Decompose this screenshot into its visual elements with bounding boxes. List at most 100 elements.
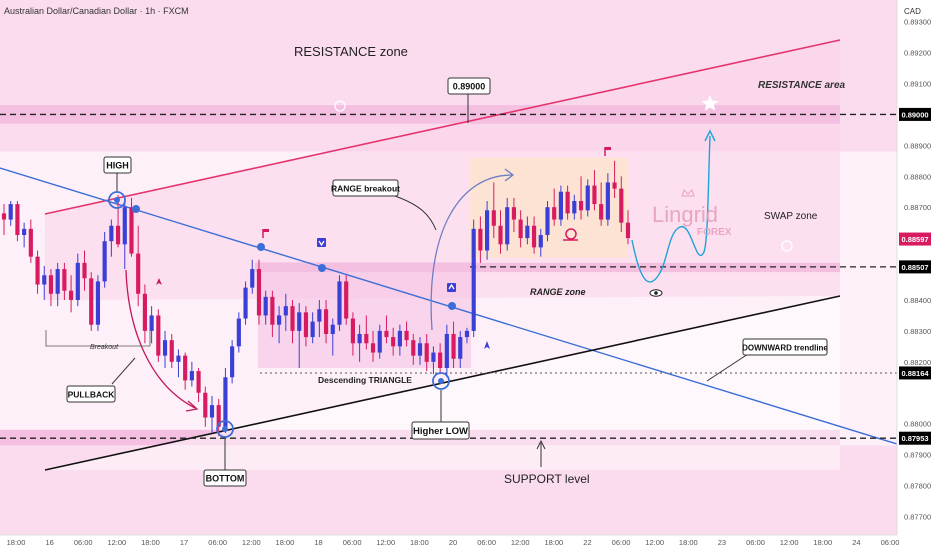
candle-body (89, 278, 94, 325)
candle (75, 253, 80, 307)
x-tick-label: 06:00 (74, 538, 93, 547)
arrow-down-marker-icon (317, 238, 326, 247)
x-tick-label: 18:00 (679, 538, 698, 547)
candle (236, 312, 241, 353)
candle-body (115, 225, 121, 245)
candle (35, 250, 40, 294)
candle-body (592, 185, 597, 205)
info-circle-icon (334, 100, 346, 112)
breakout-arrowhead (504, 168, 515, 182)
candle (572, 194, 577, 220)
logo-sub-text: FOREX (697, 227, 732, 238)
candle-body (431, 352, 436, 362)
swap-zone-band (255, 262, 840, 273)
time-axis: 18:00 16 06:00 12:00 18:00 17 06:00 12:00 18:00 1… (0, 534, 932, 550)
rocket-icon (484, 341, 490, 349)
candle (189, 361, 194, 387)
candle-body (28, 228, 33, 257)
y-tick-label: 0.88200 (904, 358, 931, 367)
y-tick-label: 0.88900 (904, 141, 931, 150)
candle-body (310, 321, 315, 338)
candle-body (122, 207, 127, 245)
candle (142, 284, 147, 344)
candle-body (330, 324, 335, 334)
candle-body (189, 371, 194, 381)
breakout-label: Breakout (90, 344, 119, 351)
swap-zone-label: SWAP zone (764, 211, 818, 222)
price-axis-background (897, 0, 932, 550)
pivot-markers (108, 191, 456, 438)
chart-title: Australian Dollar/Canadian Dollar · 1h ·… (4, 6, 189, 16)
candle-body (478, 228, 483, 251)
price-label-box (899, 107, 931, 121)
candle (370, 330, 376, 362)
price-axis: CAD 0.893000.892000.891000.889000.888000… (896, 0, 932, 550)
x-tick-label: 12:00 (780, 538, 799, 547)
trendline-dot-4 (448, 302, 456, 310)
pullback-label-box: PULLBACK (66, 385, 116, 403)
candle-body (196, 371, 201, 393)
candle-body (619, 188, 624, 223)
crown-icon (681, 189, 695, 197)
arrow-up-marker-icon (447, 283, 456, 292)
downward-trendline-label-text: DOWNWARD trendline (742, 344, 828, 353)
candle (558, 185, 563, 226)
x-tick-label: 06:00 (208, 538, 227, 547)
downward-trendline-label-box: DOWNWARD trendline (742, 338, 828, 356)
price-label-box (899, 431, 931, 445)
candle-body (625, 222, 631, 239)
triangle-box (258, 262, 471, 368)
candle (391, 327, 396, 356)
candle-body (471, 228, 476, 331)
price-label-text: 0.88597 (901, 235, 928, 244)
candle (109, 219, 114, 257)
candle (518, 210, 523, 248)
candle-body (391, 337, 396, 347)
bottom-marker-dot (222, 426, 228, 432)
pullback-label-text: PULLBACK (68, 390, 116, 400)
candle (8, 201, 13, 226)
support-level-label: SUPPORT level (504, 472, 590, 486)
high-marker-dot (114, 197, 120, 203)
candle (485, 201, 490, 260)
pullback-arrowhead (185, 400, 199, 412)
y-tick-label: 0.88300 (904, 327, 931, 336)
price-label: 0.87953 (899, 431, 931, 445)
x-tick-label: 18:00 (7, 538, 26, 547)
candle-body (451, 333, 456, 359)
candle (625, 210, 631, 245)
resistance-area-label: RESISTANCE area (758, 80, 846, 91)
candle (411, 333, 416, 365)
candle (22, 222, 27, 248)
y-tick-label: 0.87800 (904, 482, 931, 491)
price-label-text: 0.88507 (901, 263, 928, 272)
support-level-arrowhead (536, 439, 546, 450)
currency-label: CAD (904, 7, 921, 16)
candle-body (511, 207, 517, 220)
candle (196, 368, 201, 403)
range-breakout-label-box: RANGE breakout (331, 179, 400, 197)
candle (605, 173, 610, 226)
candle (89, 272, 94, 331)
candle (578, 176, 584, 220)
x-tick-label: 16 (45, 538, 53, 547)
candle-body (156, 315, 161, 356)
x-tick-label: 20 (449, 538, 457, 547)
candle (216, 398, 221, 437)
breakout-curve (430, 174, 513, 331)
candle (431, 346, 436, 375)
candle-body (350, 318, 355, 344)
candle-body (236, 318, 241, 347)
candle (552, 188, 557, 226)
logo-main-text: Lingrid (652, 202, 718, 227)
eye-icon (649, 289, 663, 297)
x-tick-label: 22 (583, 538, 591, 547)
candle (585, 179, 590, 217)
price-label: 0.88597 (899, 232, 931, 246)
candle-body (230, 346, 235, 378)
candle-body (464, 330, 470, 338)
candle (270, 290, 275, 338)
candle (498, 210, 503, 254)
price-label-text: 0.88164 (901, 369, 929, 378)
candle (283, 293, 288, 331)
